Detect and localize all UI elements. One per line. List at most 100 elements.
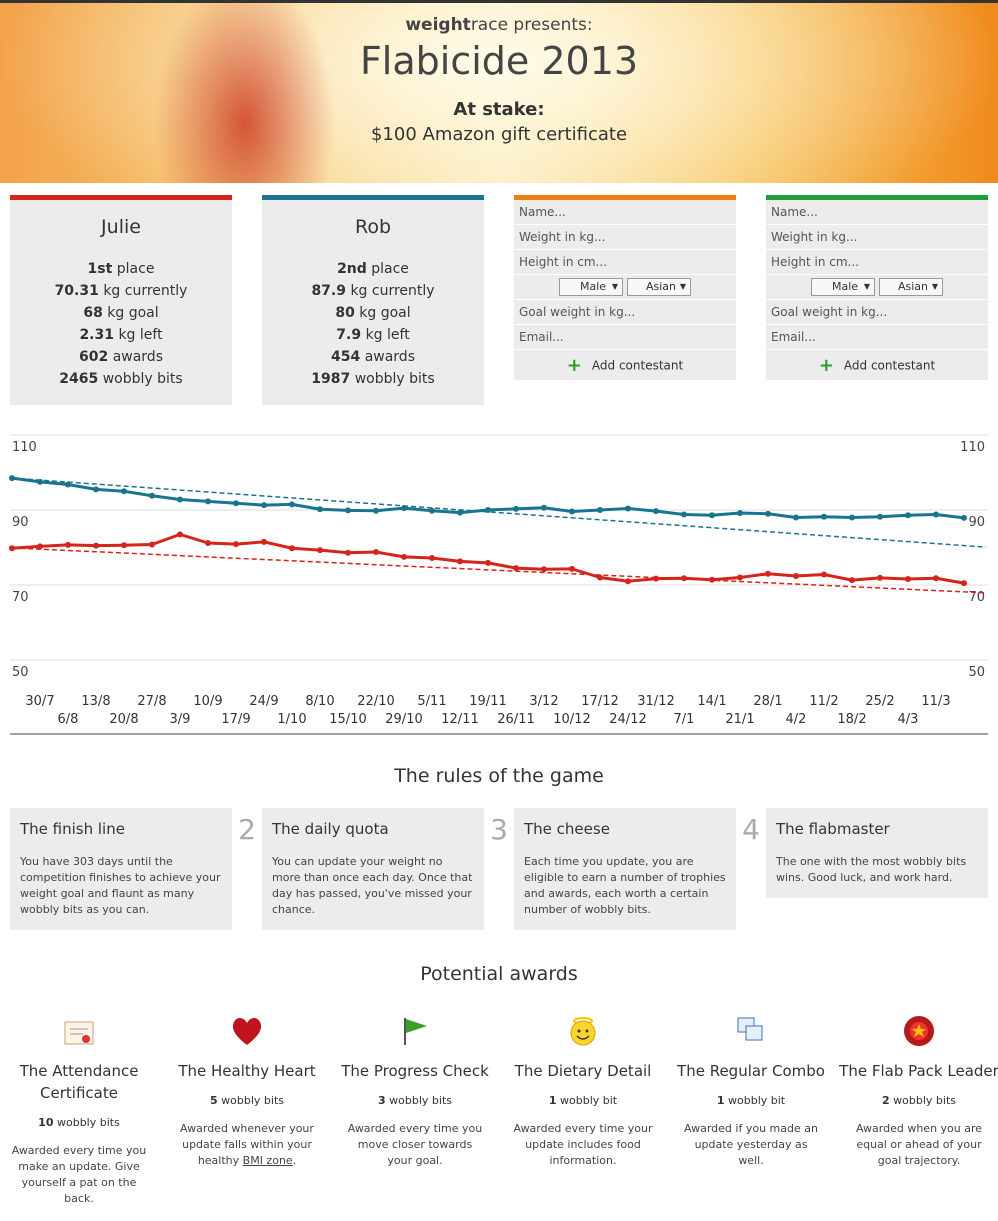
rules-title: The rules of the game (394, 765, 604, 787)
award-name: The Progress Check (341, 1062, 489, 1080)
award-name: The Healthy Heart (178, 1062, 316, 1080)
data-point (233, 500, 239, 507)
x-tick-label: 21/1 (725, 712, 754, 727)
stat-value: 602 (79, 349, 109, 365)
select[interactable]: Asian (879, 278, 943, 296)
data-point (849, 514, 855, 521)
add-button[interactable]: + Add contestant (514, 350, 736, 380)
input-field[interactable]: Name... (514, 200, 736, 225)
stat-label: kg goal (359, 305, 411, 321)
trend-line (11, 547, 987, 594)
award-text: Awarded every time you move closer towar… (335, 1121, 495, 1169)
select[interactable]: Asian (627, 278, 691, 296)
select[interactable]: Male (811, 278, 875, 296)
points-value: 3 (378, 1094, 386, 1107)
data-point (373, 549, 379, 555)
input-field[interactable]: Goal weight in kg... (514, 300, 736, 325)
points-value: 2 (882, 1094, 890, 1107)
rule-box: The finish line You have 303 days until t… (10, 808, 232, 930)
rule-title: The finish line (20, 820, 125, 838)
award-points: 1 wobbly bit (503, 1094, 663, 1107)
header: weightrace presents: Flabicide 2013 At s… (0, 0, 998, 183)
award-name: The Attendance Certificate (19, 1062, 139, 1102)
add-button[interactable]: + Add contestant (766, 350, 988, 380)
contestant-name: Rob (354, 216, 392, 238)
data-point (681, 575, 687, 582)
data-point (541, 504, 547, 511)
award-description: Awarded when you are equal or ahead of y… (855, 1122, 983, 1167)
data-point (569, 508, 575, 515)
award-text: Awarded when you are equal or ahead of y… (839, 1121, 998, 1169)
points-unit: wobbly bit (728, 1094, 786, 1107)
data-point (793, 573, 799, 579)
data-point (597, 574, 603, 581)
stake-label: At stake: (453, 99, 545, 120)
points-value: 1 (716, 1094, 725, 1107)
certificate-icon (64, 1021, 94, 1045)
bmi-link[interactable]: BMI zone (242, 1154, 293, 1167)
award-points: 10 wobbly bits (0, 1116, 159, 1129)
input-field[interactable]: Name... (766, 200, 988, 225)
input-field[interactable]: Height in cm... (766, 250, 988, 275)
stat-value: 454 (331, 349, 361, 365)
data-point (317, 506, 323, 513)
x-tick-label: 25/2 (865, 694, 894, 709)
stat: 2nd place (262, 258, 484, 280)
stat-label: wobbly bits (102, 371, 183, 387)
select[interactable]: Male (559, 278, 623, 296)
stat: 7.9 kg left (262, 324, 484, 346)
data-point (597, 507, 603, 513)
y-tick-label: 70 (12, 590, 29, 605)
rule-box: The daily quota You can update your weigh… (262, 808, 484, 930)
input-field[interactable]: Height in cm... (514, 250, 736, 275)
data-point (65, 481, 71, 488)
award: The Dietary Detail 1 wobbly bit Awarded ev… (503, 1060, 663, 1169)
input-field[interactable]: Weight in kg... (514, 225, 736, 250)
award-name: The Flab Pack Leader (839, 1062, 998, 1080)
points-value: 10 (38, 1116, 54, 1129)
input-field[interactable]: Goal weight in kg... (766, 300, 988, 325)
x-tick-label: 15/10 (329, 712, 366, 727)
data-point (737, 510, 743, 516)
data-point (653, 508, 659, 515)
x-tick-label: 22/10 (357, 694, 394, 709)
x-tick-label: 30/7 (25, 694, 54, 709)
rule-text: The one with the most wobbly bits wins. … (776, 855, 967, 884)
points-value: 1 (548, 1094, 557, 1107)
input-field[interactable]: Email... (766, 325, 988, 350)
data-point (65, 541, 71, 548)
award: The Attendance Certificate 10 wobbly bits… (0, 1060, 159, 1207)
data-point (289, 501, 295, 508)
x-tick-label: 17/9 (221, 712, 250, 727)
stat: 80 kg goal (262, 302, 484, 324)
data-point (345, 549, 351, 556)
stat-value: 7.9 (336, 327, 362, 343)
series-line (11, 532, 965, 585)
smiley-icon (570, 1017, 596, 1046)
button-label: Add contestant (843, 358, 936, 373)
input-field[interactable]: Weight in kg... (766, 225, 988, 250)
stat-label: wobbly bits (354, 371, 435, 387)
input-field[interactable]: Email... (514, 325, 736, 350)
award-text: Awarded every time your update includes … (503, 1121, 663, 1169)
x-tick-label: 3/12 (529, 694, 558, 709)
data-point (261, 538, 267, 545)
stat-value: 70.31 (54, 283, 99, 299)
award-description: Awarded whenever your update falls withi… (180, 1122, 314, 1167)
rule-text: Each time you update, you are eligible t… (524, 855, 726, 916)
data-point (849, 577, 855, 584)
button-label: Add contestant (591, 358, 684, 373)
award-description: Awarded every time your update includes … (513, 1122, 653, 1167)
data-point (205, 540, 211, 546)
x-tick-label: 4/3 (898, 712, 919, 727)
stat-label: awards (112, 349, 163, 365)
stat-value: 1987 (311, 371, 351, 387)
award-points: 5 wobbly bits (167, 1094, 327, 1107)
data-point (317, 547, 323, 554)
data-point (569, 565, 575, 572)
stat-value: 2.31 (79, 327, 114, 343)
add-form: Name... Weight in kg... Height in cm... Mal… (766, 195, 988, 380)
x-tick-label: 17/12 (581, 694, 618, 709)
rule-text: You can update your weight no more than … (272, 855, 473, 916)
data-point (233, 541, 239, 548)
